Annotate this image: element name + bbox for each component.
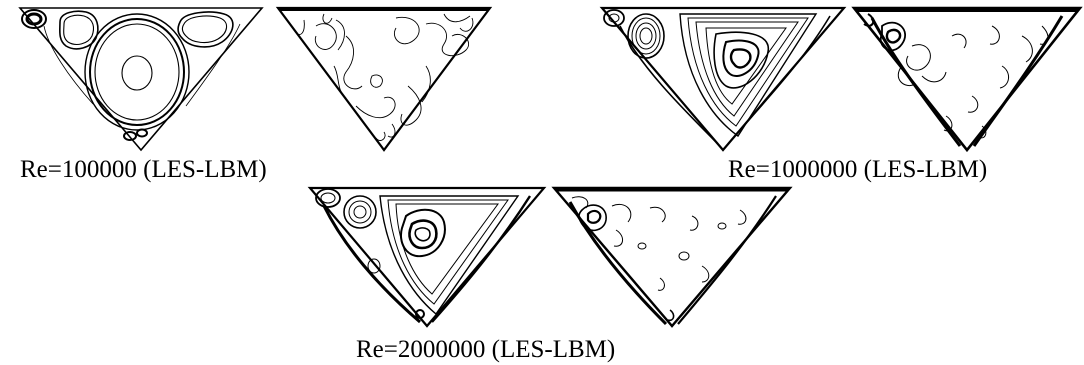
streamline-plot-re2000000 <box>307 186 547 328</box>
vorticity-plot-re2000000 <box>551 186 793 328</box>
vorticity-svg-re2000000 <box>551 186 793 328</box>
cavity-outline <box>599 6 847 152</box>
streamline-plot-re100000 <box>18 6 264 152</box>
streamline-svg-re100000 <box>18 7 264 152</box>
caption-re100000: Re=100000 (LES-LBM) <box>20 156 267 183</box>
vorticity-svg-re1000000 <box>851 6 1083 153</box>
cavity-outline <box>18 7 264 152</box>
streamline-plot-re1000000 <box>599 6 847 152</box>
cavity-outline <box>275 6 493 152</box>
caption-re2000000: Re=2000000 (LES-LBM) <box>356 336 616 363</box>
vorticity-svg-re100000 <box>275 6 493 152</box>
vorticity-plot-re1000000 <box>851 6 1083 153</box>
caption-re1000000: Re=1000000 (LES-LBM) <box>728 156 988 183</box>
vorticity-plot-re100000 <box>275 6 493 152</box>
cavity-outline <box>851 6 1083 153</box>
streamline-svg-re2000000 <box>307 186 547 328</box>
cavity-outline <box>551 186 793 328</box>
streamline-svg-re1000000 <box>599 6 847 152</box>
